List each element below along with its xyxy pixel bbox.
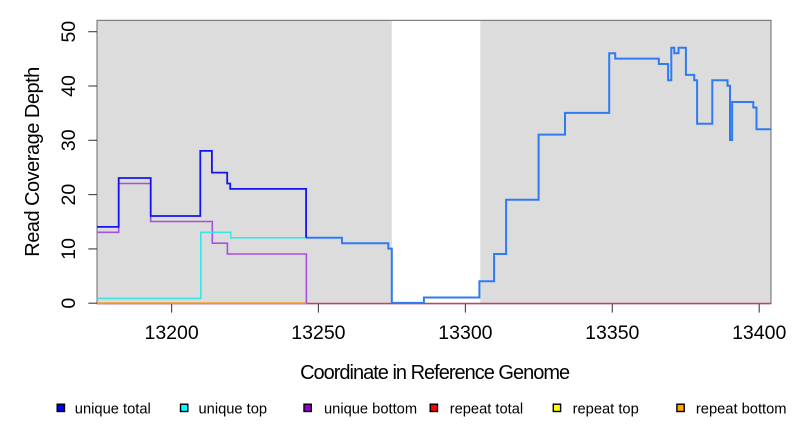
svg-text:13250: 13250 xyxy=(291,322,345,344)
svg-text:unique top: unique top xyxy=(199,401,268,417)
svg-text:unique bottom: unique bottom xyxy=(324,401,417,417)
svg-text:13300: 13300 xyxy=(438,322,492,344)
svg-text:13200: 13200 xyxy=(144,322,198,344)
svg-text:10: 10 xyxy=(58,238,80,260)
svg-text:50: 50 xyxy=(58,21,80,43)
svg-text:Read Coverage Depth: Read Coverage Depth xyxy=(22,67,44,257)
svg-text:0: 0 xyxy=(58,298,80,309)
svg-text:repeat total: repeat total xyxy=(450,401,524,417)
svg-text:40: 40 xyxy=(58,75,80,97)
svg-text:13350: 13350 xyxy=(585,322,639,344)
svg-text:repeat bottom: repeat bottom xyxy=(696,401,787,417)
svg-text:13400: 13400 xyxy=(732,322,786,344)
svg-text:unique total: unique total xyxy=(75,401,151,417)
svg-text:30: 30 xyxy=(58,129,80,151)
svg-text:20: 20 xyxy=(58,184,80,206)
svg-text:repeat top: repeat top xyxy=(573,401,639,417)
svg-text:Coordinate in Reference Genome: Coordinate in Reference Genome xyxy=(300,362,570,384)
